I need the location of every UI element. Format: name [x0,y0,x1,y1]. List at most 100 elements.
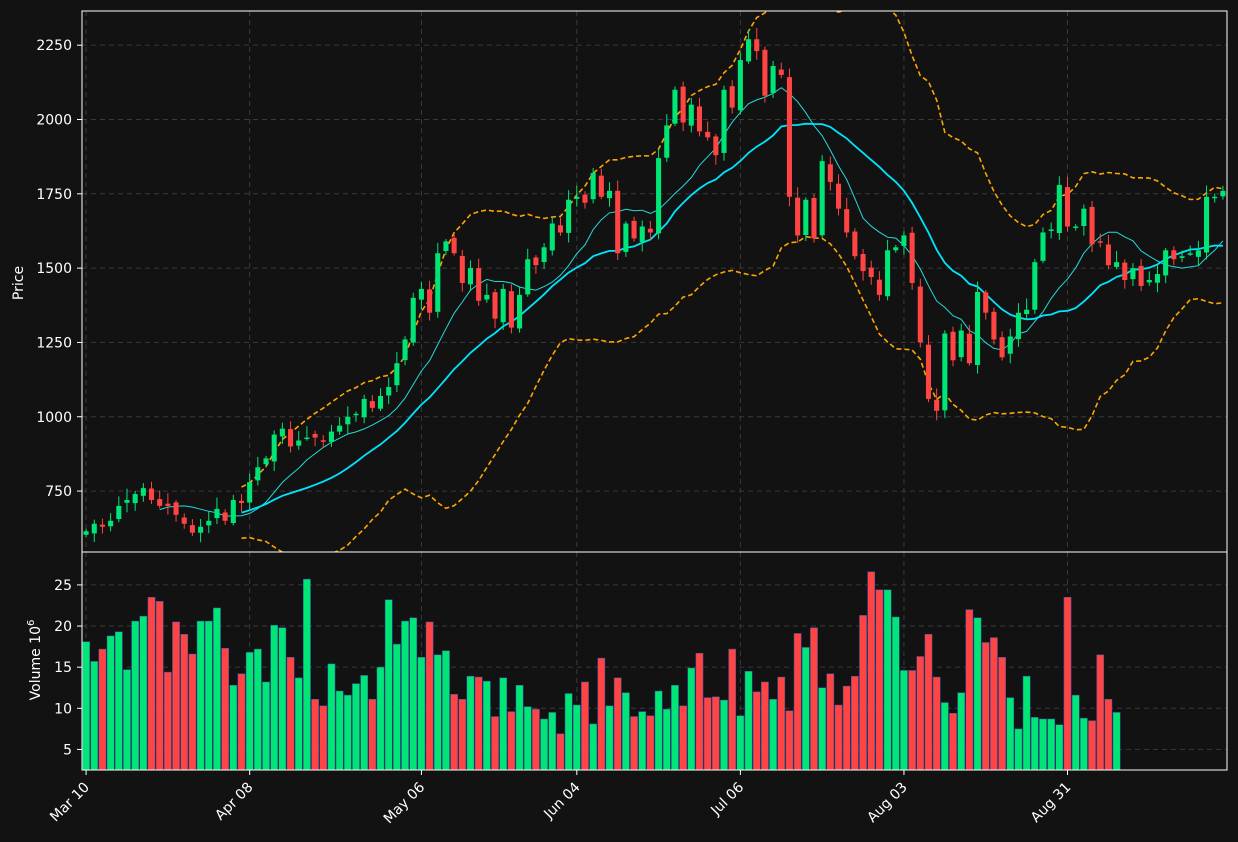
candle-body [631,220,637,239]
volume-bar [474,676,483,771]
volume-bar [1063,596,1072,771]
candle-body [901,235,907,246]
volume-bar [695,652,704,771]
volume-bar [941,702,949,771]
candle-body [557,225,563,233]
candle-body [762,49,768,96]
candle-body [835,183,842,209]
candle-body [271,434,277,462]
volume-bar [613,677,622,771]
candle-body [304,437,310,440]
candle-body [1138,265,1144,286]
price-tick-label: 750 [45,484,72,500]
candle-body [721,89,727,153]
volume-bar [564,693,573,771]
volume-bar [229,685,238,771]
volume-bar [736,715,745,771]
volume-bar [752,691,761,771]
candle-body [999,337,1005,358]
volume-bar [270,624,279,771]
volume-bar [98,648,107,771]
volume-bar [712,696,720,771]
candle-body [860,254,866,272]
candle-body [1105,244,1111,266]
candle-body [1204,196,1210,253]
volume-bar [1055,724,1064,771]
volume-bar [687,667,696,771]
volume-bar [343,694,352,771]
candlesticks [83,27,1226,543]
candle-body [1130,268,1136,280]
volume-bar [671,685,679,771]
candle-body [1212,196,1218,199]
volume-bar [810,627,818,771]
volume-bar [1030,717,1039,771]
candle-body [263,458,269,465]
candle-body [893,247,899,251]
volume-bar [352,683,360,771]
candle-body [950,331,956,361]
candle-body [566,199,572,233]
candle-body [795,197,801,236]
volume-tick-label: 20 [54,619,72,635]
volume-bar [384,599,393,771]
candle-body [238,500,245,503]
candle-body [328,431,334,442]
candle-body [99,524,105,527]
volume-bar [425,621,434,771]
volume-bar [532,708,540,771]
volume-bar [1088,720,1096,771]
candle-body [1064,187,1071,227]
candle-body [1024,309,1030,315]
candle-body [844,209,850,233]
price-axis-label: Price [11,266,27,300]
bollinger-bands [241,11,1224,552]
candle-body [639,226,645,242]
volume-bar [630,716,638,771]
candle-body [786,77,792,197]
volume-bar [523,706,532,771]
volume-bar [589,723,597,771]
volume-bar [638,711,647,771]
candle-body [590,173,596,200]
candle-body [353,413,359,416]
volume-bar [908,670,916,771]
moving-averages [159,87,1224,517]
volume-bar [834,704,843,771]
volume-bar [883,589,892,771]
candle-body [876,279,882,295]
candle-body [672,89,678,124]
candle-body [966,333,972,364]
candle-body [1040,232,1046,261]
volume-bar [90,661,99,771]
volume-bar [548,712,557,771]
candle-body [288,429,294,447]
candle-body [83,531,89,535]
volume-bar [1022,675,1031,771]
candle-body [1171,250,1177,260]
volume-bar [114,631,123,771]
candle-body [1056,184,1062,234]
candle-body [770,65,776,94]
volume-bar [393,643,401,771]
candle-body [189,525,195,533]
candle-body [1015,312,1021,340]
volume-bar [466,675,475,771]
candle-body [459,255,465,283]
candle-body [582,194,588,203]
volume-bar [360,675,369,771]
volume-bar [286,657,295,771]
volume-bar [785,710,794,771]
volume-bar [172,621,180,771]
candle-body [975,291,981,366]
volume-bar [605,705,614,771]
volume-tick-label: 25 [54,578,72,594]
candle-body [467,268,474,285]
volume-bar [556,733,565,771]
candle-body [435,253,441,312]
candle-body [541,247,547,263]
volume-panel-frame [81,551,1228,771]
volume-bar [376,666,385,771]
candle-body [361,398,367,418]
candle-body [713,136,719,156]
